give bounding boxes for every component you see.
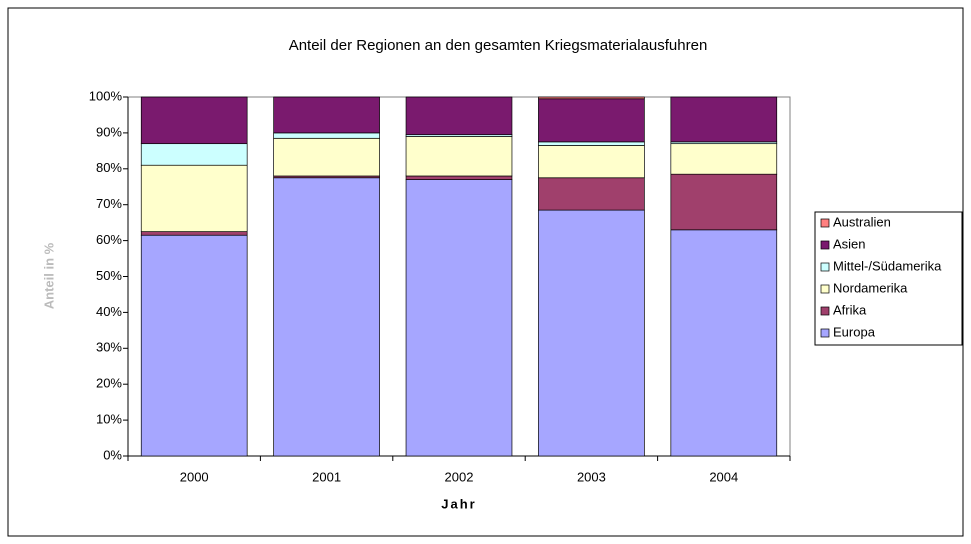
x-tick-label: 2001 <box>312 469 341 484</box>
y-tick-label: 60% <box>96 232 122 247</box>
bar-segment <box>140 143 248 166</box>
legend-label: Europa <box>833 324 876 339</box>
y-tick-label: 40% <box>96 304 122 319</box>
legend-swatch <box>820 262 830 272</box>
chart-title: Anteil der Regionen an den gesamten Krie… <box>289 37 708 54</box>
x-tick-label: 2000 <box>180 469 209 484</box>
legend-swatch <box>820 284 830 294</box>
bar-segment <box>273 96 380 134</box>
y-tick-label: 20% <box>96 376 122 391</box>
bar-segment <box>670 143 778 175</box>
bar-segment <box>670 96 778 143</box>
legend-swatch <box>820 218 830 228</box>
bar-segment <box>538 98 645 143</box>
legend-label: Australien <box>833 214 891 229</box>
y-tick-label: 0% <box>103 447 122 462</box>
bar-segment <box>405 179 513 457</box>
y-axis-label: Anteil in % <box>41 242 56 309</box>
legend-label: Asien <box>833 236 866 251</box>
legend-swatch <box>820 306 830 316</box>
y-tick-label: 50% <box>96 268 122 283</box>
y-tick-label: 10% <box>96 412 122 427</box>
bar-segment <box>273 132 380 139</box>
bar-segment <box>405 175 513 180</box>
bar-segment <box>273 137 380 177</box>
legend-label: Afrika <box>833 302 867 317</box>
bar-segment <box>538 177 645 211</box>
y-tick-label: 100% <box>89 88 123 103</box>
x-axis-label: Jahr <box>441 496 476 511</box>
bar-segment <box>405 96 513 136</box>
bar-segment <box>273 177 380 457</box>
bar-segment <box>140 231 248 236</box>
x-tick-label: 2004 <box>709 469 738 484</box>
legend-label: Nordamerika <box>833 280 908 295</box>
y-tick-label: 90% <box>96 124 122 139</box>
bar-segment <box>538 209 645 457</box>
bar-segment <box>140 96 248 145</box>
x-tick-label: 2003 <box>577 469 606 484</box>
legend-label: Mittel-/Südamerika <box>833 258 942 273</box>
bar-segment <box>140 164 248 232</box>
x-tick-label: 2002 <box>445 469 474 484</box>
legend-swatch <box>820 240 830 250</box>
legend <box>814 211 963 346</box>
y-tick-label: 80% <box>96 160 122 175</box>
bar-segment <box>538 141 645 146</box>
y-tick-label: 70% <box>96 196 122 211</box>
bar-segment <box>538 145 645 179</box>
bar-segment <box>670 173 778 231</box>
bar-segment <box>670 229 778 457</box>
bar-segment <box>140 234 248 457</box>
bar-segment <box>538 96 645 100</box>
y-tick-label: 30% <box>96 340 122 355</box>
bar-segment <box>405 136 513 177</box>
legend-swatch <box>820 328 830 338</box>
